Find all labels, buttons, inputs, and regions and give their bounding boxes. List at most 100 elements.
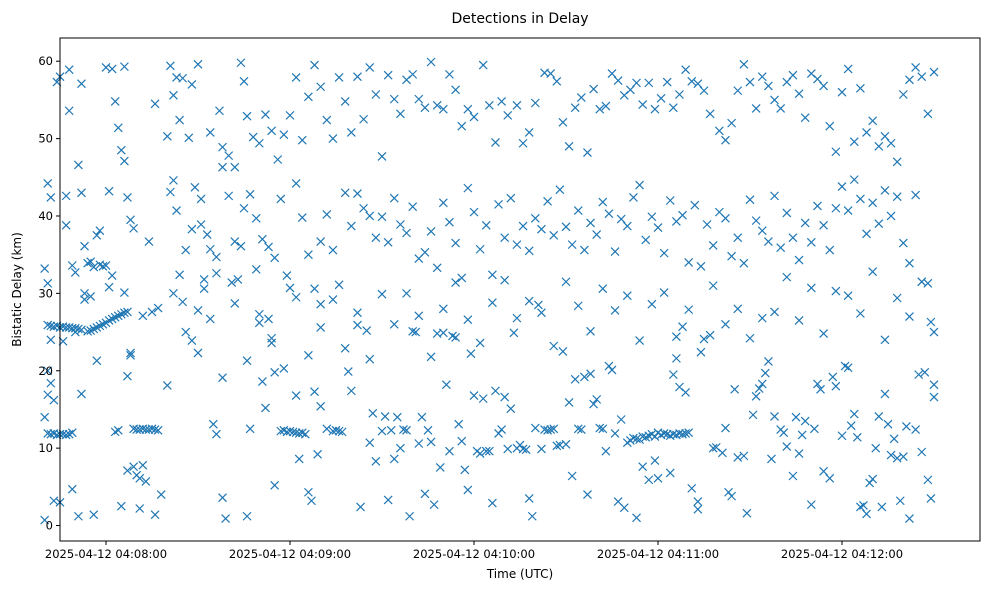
detection-marker: [806, 237, 816, 247]
detection-marker: [512, 240, 522, 250]
detection-marker: [527, 511, 537, 521]
detection-marker: [426, 57, 436, 67]
detection-marker: [754, 384, 764, 393]
detection-marker: [420, 103, 430, 113]
detection-marker: [684, 305, 694, 315]
detection-marker: [929, 380, 939, 390]
detection-marker: [733, 233, 743, 243]
y-tick-label: 60: [38, 54, 53, 68]
detection-marker: [595, 423, 605, 433]
detection-marker: [261, 403, 270, 413]
detection-marker: [693, 497, 703, 506]
detection-marker: [169, 90, 178, 100]
detection-marker: [279, 364, 289, 373]
detection-marker: [819, 329, 829, 339]
detection-marker: [782, 272, 792, 282]
detection-marker: [788, 471, 798, 481]
detection-marker: [196, 194, 206, 204]
detection-marker: [356, 502, 365, 512]
detection-marker: [877, 502, 887, 512]
detection-marker: [123, 192, 132, 202]
detection-marker: [187, 80, 197, 89]
detection-marker: [218, 493, 227, 503]
detection-marker: [129, 223, 139, 233]
detection-marker: [80, 288, 89, 298]
detection-marker: [43, 179, 53, 188]
detection-marker: [245, 189, 255, 199]
detection-marker: [346, 386, 356, 396]
detection-marker: [855, 194, 865, 204]
detection-marker: [816, 384, 825, 394]
detection-marker: [619, 503, 629, 513]
detection-marker: [733, 304, 743, 314]
detection-marker: [86, 292, 96, 301]
detection-marker: [506, 404, 516, 414]
detection-marker: [297, 213, 307, 222]
detection-marker: [67, 484, 77, 494]
detection-marker: [371, 456, 381, 466]
detection-marker: [549, 341, 559, 351]
detection-marker: [61, 220, 71, 230]
detection-marker: [242, 511, 252, 521]
detection-marker: [589, 399, 599, 409]
detection-marker: [665, 468, 675, 478]
detection-marker: [411, 327, 421, 337]
detection-marker: [929, 392, 939, 402]
detection-marker: [675, 90, 684, 99]
detection-marker: [138, 311, 148, 321]
detection-marker: [650, 456, 660, 465]
detection-marker: [819, 81, 829, 91]
detection-marker: [457, 121, 467, 131]
detection-marker: [917, 72, 927, 82]
detection-marker: [359, 114, 369, 124]
detection-marker: [487, 498, 497, 508]
detection-marker: [322, 424, 332, 434]
detection-marker: [211, 268, 221, 278]
detection-marker: [868, 198, 878, 208]
detection-marker: [598, 424, 608, 434]
detection-marker: [429, 500, 439, 510]
detection-marker: [843, 206, 853, 215]
detection-marker: [457, 436, 467, 446]
x-tick-label: 2025-04-12 04:11:00: [597, 547, 719, 561]
detection-marker: [610, 305, 620, 315]
detection-marker: [49, 496, 59, 506]
detection-marker: [236, 58, 246, 68]
detection-marker: [399, 425, 408, 434]
detection-marker: [83, 326, 93, 336]
detection-marker: [426, 227, 436, 236]
detection-marker: [852, 432, 862, 442]
detection-marker: [530, 423, 540, 433]
detection-marker: [463, 485, 473, 495]
detection-marker: [843, 291, 853, 301]
y-axis-label: Bistatic Delay (km): [10, 232, 24, 347]
detections-series: [40, 57, 939, 525]
detection-marker: [635, 180, 645, 190]
detection-marker: [113, 123, 123, 133]
detection-marker: [871, 443, 881, 453]
detection-marker: [843, 363, 853, 373]
detection-marker: [40, 264, 50, 274]
detection-marker: [328, 134, 338, 144]
detection-marker: [40, 515, 50, 525]
detection-marker: [714, 126, 724, 136]
detection-marker: [386, 425, 396, 435]
detection-marker: [825, 121, 835, 131]
detection-marker: [408, 202, 418, 212]
detection-marker: [665, 196, 675, 205]
detection-marker: [445, 446, 454, 456]
detection-marker: [438, 198, 448, 208]
detection-marker: [199, 275, 209, 284]
detection-marker: [632, 78, 641, 88]
detection-marker: [254, 138, 264, 148]
detection-marker: [800, 416, 810, 426]
detection-marker: [205, 127, 215, 137]
detection-marker: [46, 378, 56, 388]
detection-marker: [668, 370, 678, 380]
detection-marker: [914, 370, 924, 380]
detection-marker: [662, 77, 672, 87]
detection-marker: [776, 243, 786, 253]
detection-marker: [745, 195, 755, 205]
detection-marker: [61, 430, 71, 440]
detection-marker: [632, 513, 641, 523]
